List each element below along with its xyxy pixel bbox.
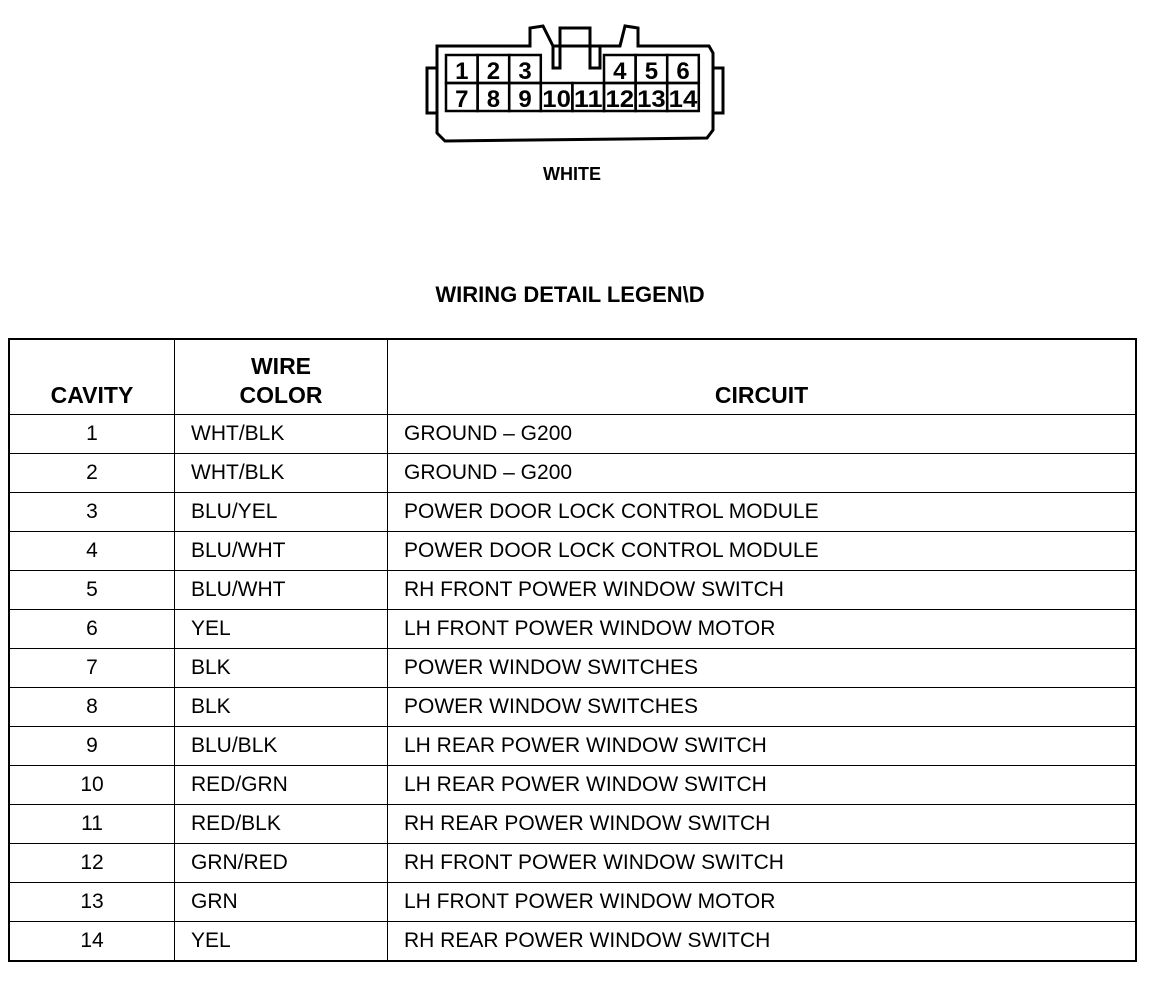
circuit-cell: RH FRONT POWER WINDOW SWITCH [387, 570, 1137, 610]
cavity-number: 8 [487, 86, 500, 113]
table-row: 3 BLU/YEL POWER DOOR LOCK CONTROL MODULE [8, 492, 1137, 532]
circuit-cell: LH FRONT POWER WINDOW MOTOR [387, 609, 1137, 649]
wire-color-cell: BLU/BLK [174, 726, 388, 766]
circuit-cell: GROUND – G200 [387, 453, 1137, 493]
connector-diagram: 1 2 3 4 5 67 8 9 10 11 12 13 14 [425, 24, 725, 143]
table-row: 9 BLU/BLK LH REAR POWER WINDOW SWITCH [8, 726, 1137, 766]
table-row: 8 BLK POWER WINDOW SWITCHES [8, 687, 1137, 727]
cavity-number: 3 [518, 58, 531, 85]
cavity-cell: 12 [8, 843, 175, 883]
wire-color-cell: GRN [174, 882, 388, 922]
wire-color-cell: YEL [174, 609, 388, 649]
circuit-cell: POWER WINDOW SWITCHES [387, 687, 1137, 727]
cavity-cell: 10 [8, 765, 175, 805]
circuit-cell: LH FRONT POWER WINDOW MOTOR [387, 882, 1137, 922]
circuit-cell: RH FRONT POWER WINDOW SWITCH [387, 843, 1137, 883]
cavity-cell: 9 [8, 726, 175, 766]
wire-color-cell: BLK [174, 648, 388, 688]
cavity-cell: 1 [8, 414, 175, 454]
cavity-number: 12 [606, 86, 635, 113]
table-row: 10 RED/GRN LH REAR POWER WINDOW SWITCH [8, 765, 1137, 805]
table-row: 14 YEL RH REAR POWER WINDOW SWITCH [8, 921, 1137, 962]
table-row: 12 GRN/RED RH FRONT POWER WINDOW SWITCH [8, 843, 1137, 883]
side-latch-left [425, 66, 439, 115]
table-row: 5 BLU/WHT RH FRONT POWER WINDOW SWITCH [8, 570, 1137, 610]
cavity-cell: 4 [8, 531, 175, 571]
cavity-cell: 2 [8, 453, 175, 493]
cavity-cell: 11 [8, 804, 175, 844]
cavity-cell: 14 [8, 921, 175, 962]
cavity-number: 1 [455, 58, 468, 85]
wire-color-cell: WHT/BLK [174, 414, 388, 454]
wire-color-cell: YEL [174, 921, 388, 962]
circuit-cell: POWER DOOR LOCK CONTROL MODULE [387, 492, 1137, 532]
circuit-cell: LH REAR POWER WINDOW SWITCH [387, 726, 1137, 766]
circuit-cell: LH REAR POWER WINDOW SWITCH [387, 765, 1137, 805]
circuit-cell: GROUND – G200 [387, 414, 1137, 454]
cavity-number: 5 [645, 58, 658, 85]
wire-color-cell: RED/GRN [174, 765, 388, 805]
table-row: 2 WHT/BLK GROUND – G200 [8, 453, 1137, 493]
table-row: 6 YEL LH FRONT POWER WINDOW MOTOR [8, 609, 1137, 649]
cavity-cell: 6 [8, 609, 175, 649]
wire-color-cell: GRN/RED [174, 843, 388, 883]
table-row: 1 WHT/BLK GROUND – G200 [8, 414, 1137, 454]
cavity-number: 14 [669, 86, 698, 113]
cavity-number: 4 [613, 58, 627, 85]
circuit-cell: POWER DOOR LOCK CONTROL MODULE [387, 531, 1137, 571]
connector-color-label: WHITE [543, 164, 601, 184]
header-cavity: CAVITY [8, 338, 175, 415]
cavity-number: 9 [518, 86, 531, 113]
table-row: 11 RED/BLK RH REAR POWER WINDOW SWITCH [8, 804, 1137, 844]
header-row: CAVITY WIRE COLOR CIRCUIT [8, 338, 1137, 415]
wire-color-cell: BLU/WHT [174, 531, 388, 571]
circuit-cell: RH REAR POWER WINDOW SWITCH [387, 921, 1137, 962]
wiring-legend-table: CAVITY WIRE COLOR CIRCUIT 1 WHT/BLK GROUND … [8, 338, 1137, 962]
locking-tab [551, 26, 602, 70]
cavity-cell: 13 [8, 882, 175, 922]
header-wire-color: WIRE COLOR [174, 338, 388, 415]
wire-color-cell: RED/BLK [174, 804, 388, 844]
wire-color-cell: BLK [174, 687, 388, 727]
cavity-cell: 8 [8, 687, 175, 727]
header-circuit: CIRCUIT [387, 338, 1137, 415]
wire-color-cell: WHT/BLK [174, 453, 388, 493]
side-latch-right [711, 66, 725, 115]
cavity-number: 11 [574, 86, 603, 113]
wire-color-cell: BLU/WHT [174, 570, 388, 610]
circuit-cell: POWER WINDOW SWITCHES [387, 648, 1137, 688]
cavity-cell: 5 [8, 570, 175, 610]
cavity-number: 6 [676, 58, 689, 85]
cavity-cell: 3 [8, 492, 175, 532]
cavity-number: 7 [455, 86, 468, 113]
cavity-box [665, 81, 701, 113]
cavity-number: 2 [487, 58, 500, 85]
table-row: 4 BLU/WHT POWER DOOR LOCK CONTROL MODULE [8, 531, 1137, 571]
cavity-number: 13 [637, 86, 666, 113]
circuit-cell: RH REAR POWER WINDOW SWITCH [387, 804, 1137, 844]
cavity-cell: 7 [8, 648, 175, 688]
table-row: 13 GRN LH FRONT POWER WINDOW MOTOR [8, 882, 1137, 922]
header-color: COLOR [239, 382, 323, 408]
table-row: 7 BLK POWER WINDOW SWITCHES [8, 648, 1137, 688]
legend-title: WIRING DETAIL LEGEN\D [435, 282, 705, 307]
cavity-number: 10 [542, 86, 571, 113]
wire-color-cell: BLU/YEL [174, 492, 388, 532]
header-wire: WIRE [250, 353, 312, 379]
connector-body [435, 24, 715, 143]
